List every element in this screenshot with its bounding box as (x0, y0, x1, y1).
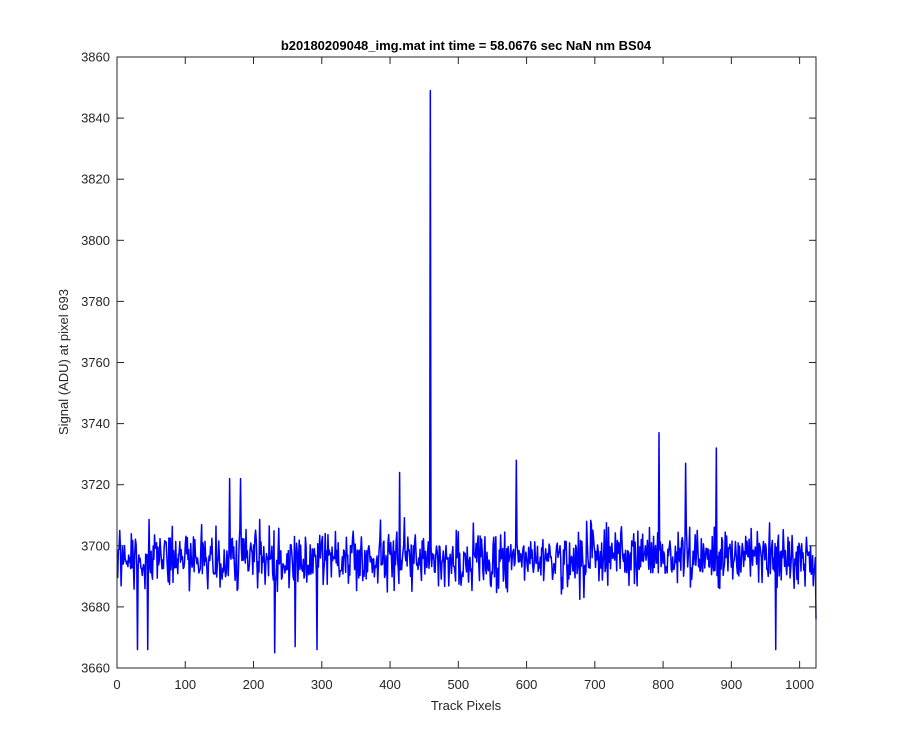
x-tick-label: 400 (379, 677, 401, 692)
y-tick-label: 3860 (81, 50, 110, 65)
chart-title: b20180209048_img.mat int time = 58.0676 … (281, 38, 652, 53)
y-axis-label: Signal (ADU) at pixel 693 (56, 289, 71, 435)
x-tick-label: 1000 (785, 677, 814, 692)
x-tick-label: 600 (516, 677, 538, 692)
x-tick-label: 0 (113, 677, 120, 692)
x-tick-label: 800 (652, 677, 674, 692)
x-tick-label: 100 (174, 677, 196, 692)
y-tick-label: 3800 (81, 233, 110, 248)
y-tick-label: 3700 (81, 538, 110, 553)
x-tick-label: 500 (447, 677, 469, 692)
y-tick-label: 3740 (81, 416, 110, 431)
x-tick-label: 900 (721, 677, 743, 692)
series-line (116, 89, 817, 654)
y-tick-label: 3720 (81, 477, 110, 492)
y-tick-label: 3760 (81, 355, 110, 370)
x-axis-label: Track Pixels (431, 698, 502, 713)
ticks-layer: 0 100 200 300 400 500 600 700 800 900 1000 3660 3680… (81, 50, 816, 692)
x-tick-label: 200 (243, 677, 265, 692)
y-tick-label: 3780 (81, 294, 110, 309)
x-tick-label: 300 (311, 677, 333, 692)
y-tick-label: 3840 (81, 111, 110, 126)
y-tick-label: 3660 (81, 661, 110, 676)
x-tick-label: 700 (584, 677, 606, 692)
data-layer (116, 89, 817, 654)
y-tick-label: 3820 (81, 172, 110, 187)
y-tick-label: 3680 (81, 599, 110, 614)
